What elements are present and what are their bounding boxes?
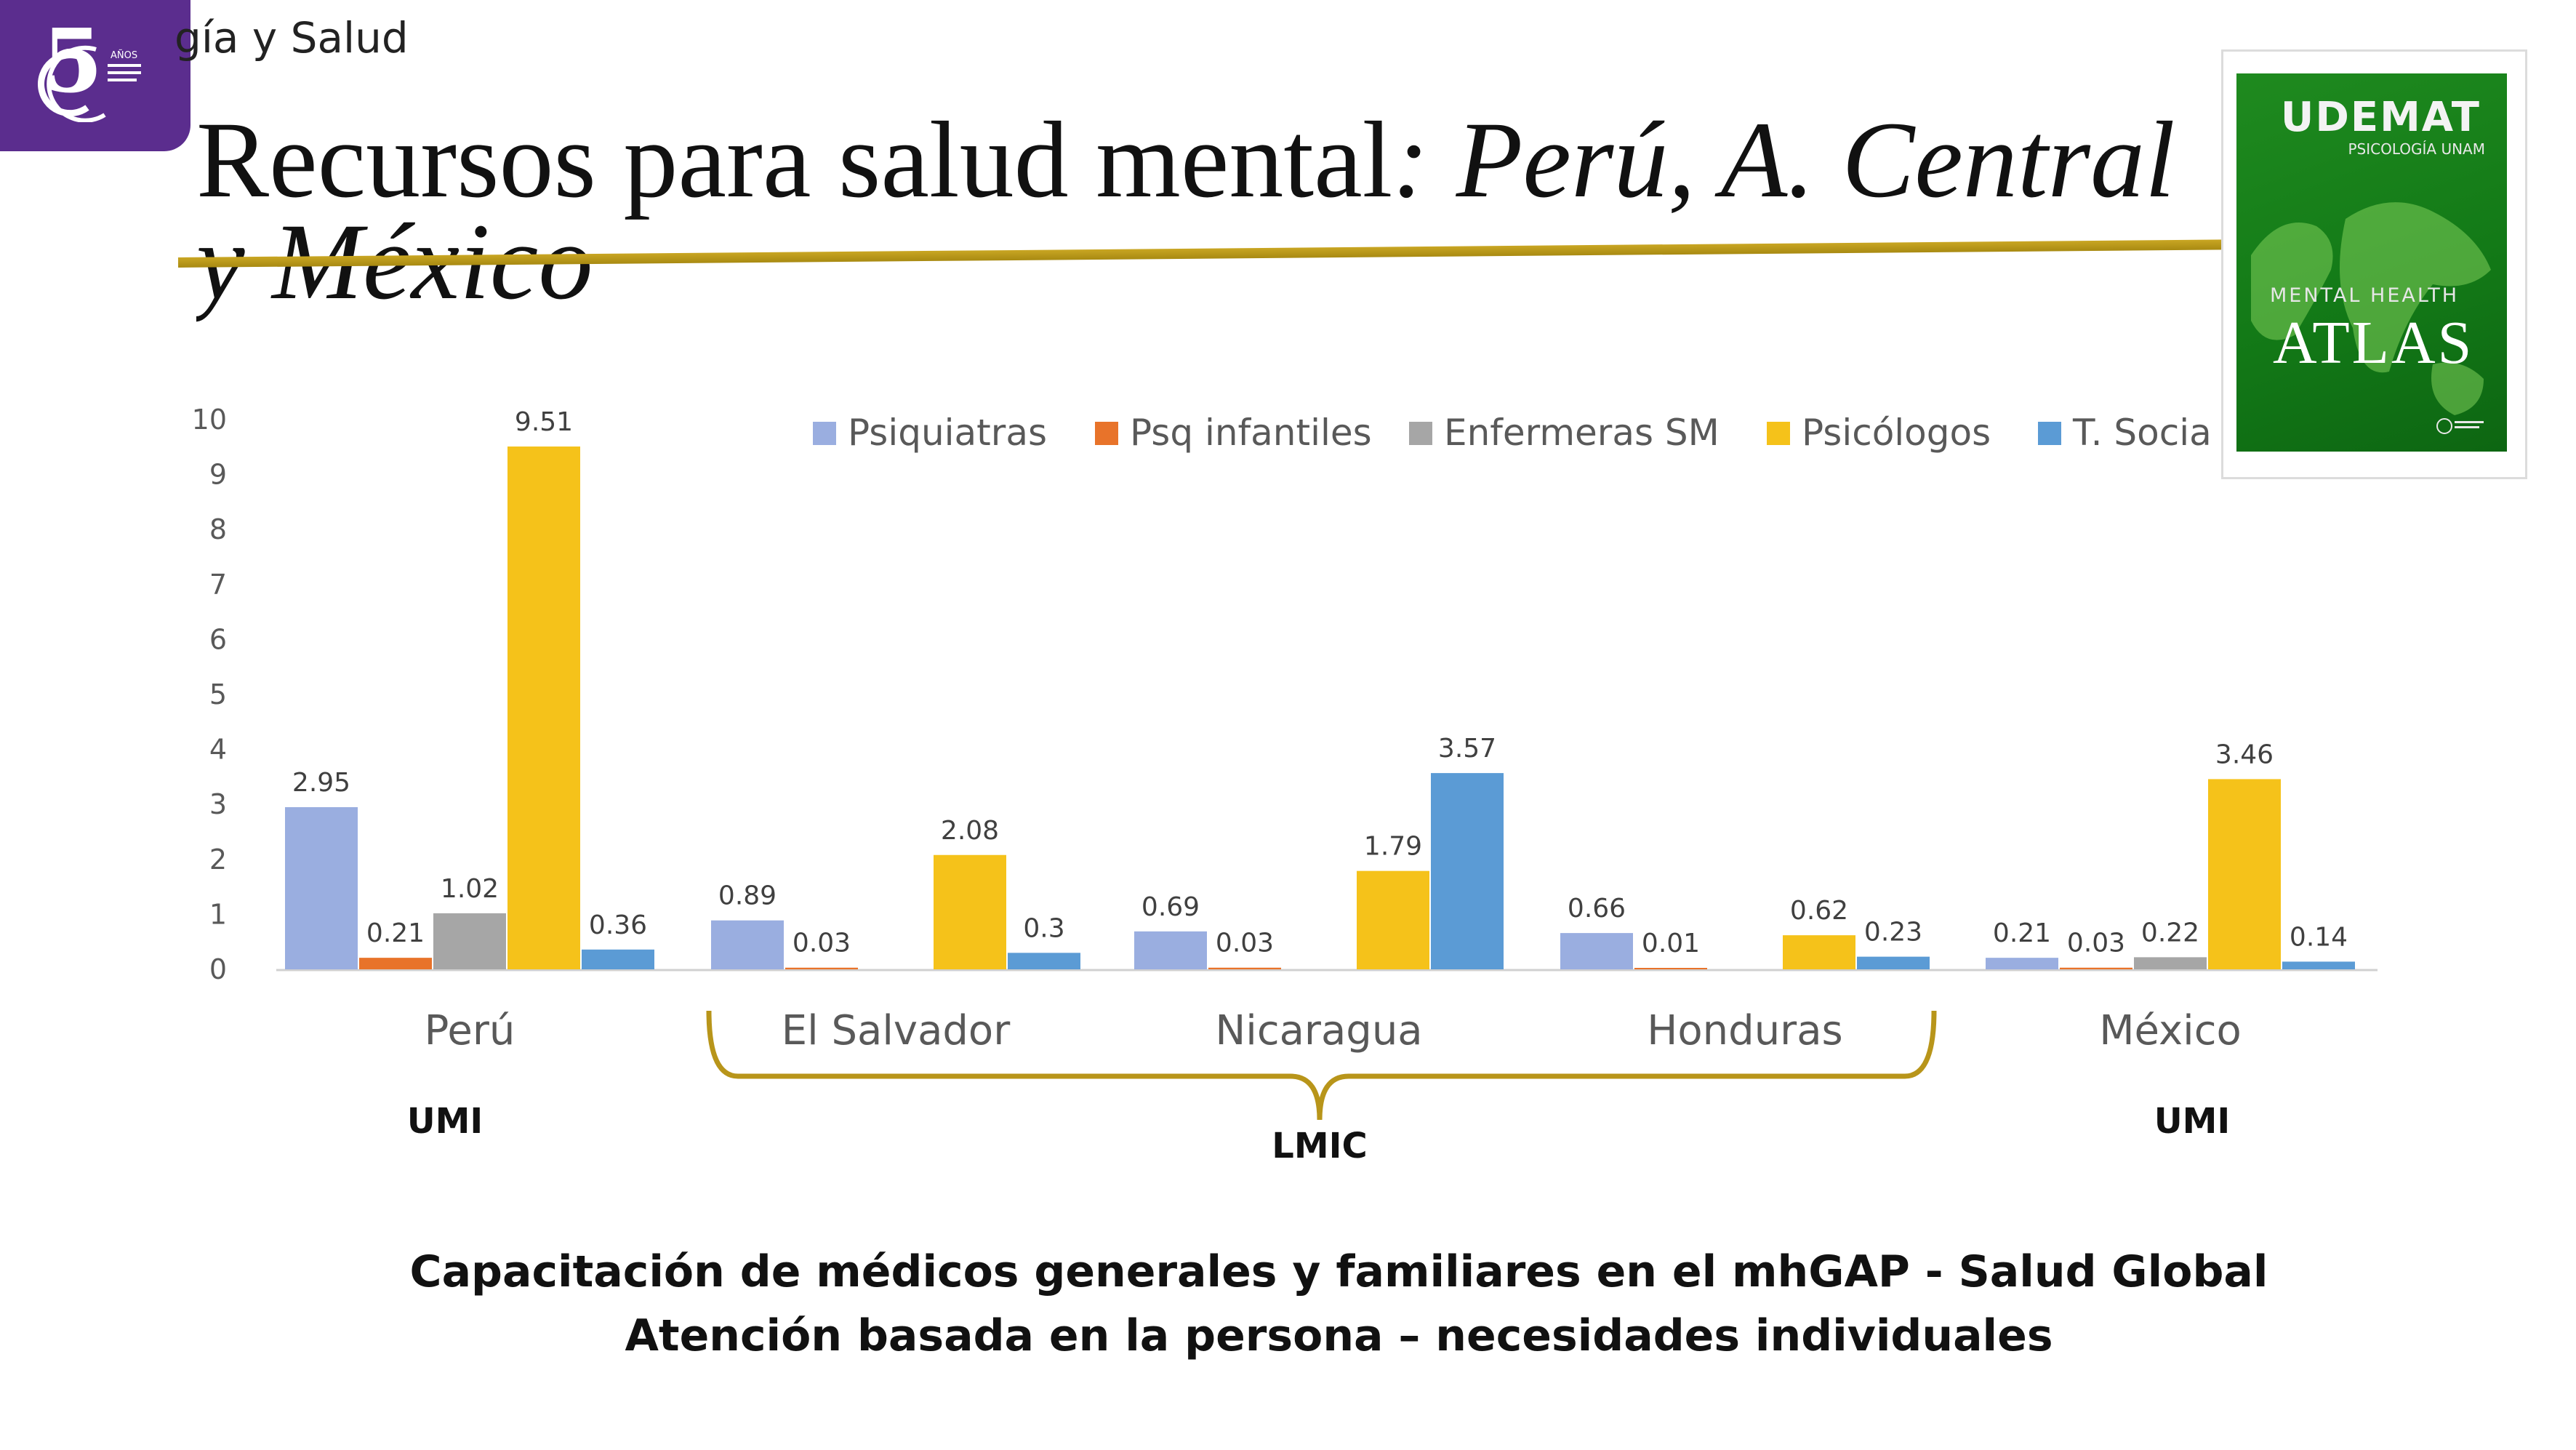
y-tick-label-0: 0 [209, 953, 227, 985]
legend-label-T. Social: T. Socia [2072, 412, 2212, 454]
bar-Nicaragua-Psiquiatras [1134, 931, 1207, 969]
chart-legend: Psiquiatras Psq infantiles Enfermeras SM Ps… [813, 412, 2212, 454]
data-label-Perú-Enfermeras SM: 1.02 [441, 874, 499, 904]
y-tick-label-4: 4 [209, 734, 227, 766]
bar-Perú-Psiquiatras [285, 806, 358, 969]
bar-Nicaragua-Psicólogos [1357, 870, 1429, 969]
mental-health-atlas-cover: UDEMAT PSICOLOGÍA UNAM 2017 MENTAL HEALT… [2221, 49, 2527, 479]
slide-title: Recursos para salud mental: Perú, A. Cen… [196, 109, 2232, 327]
title-italic: : Perú, A. Central y México [196, 109, 2175, 322]
y-tick-label-5: 5 [209, 678, 227, 710]
header-partial-text: gía y Salud [174, 13, 409, 63]
y-tick-label-6: 6 [209, 623, 227, 655]
legend-label-Psiquiatras: Psiquiatras [848, 412, 1047, 454]
title-plain: Recursos para salud mental [196, 109, 1393, 220]
bar-México-T. Social [2282, 961, 2355, 969]
data-label-México-Enfermeras SM: 0.22 [2141, 918, 2199, 948]
data-label-Honduras-T. Social: 0.23 [1864, 918, 1922, 948]
institution-logo: 5 AÑOS [0, 0, 190, 151]
footer-line-1: Capacitación de médicos generales y fami… [409, 1246, 2268, 1297]
bar-México-Psq infantiles [2060, 967, 2132, 969]
y-tick-label-2: 2 [209, 844, 227, 876]
x-axis-labels: Perú El Salvador Nicaragua Honduras México [425, 1007, 2242, 1054]
legend-swatch-Psq infantiles [1095, 422, 1118, 445]
bar-Honduras-Psicólogos [1783, 935, 1855, 969]
category-label-Perú: Perú [425, 1007, 515, 1054]
legend-swatch-Psiquiatras [813, 422, 836, 445]
bar-Perú-Enfermeras SM [433, 913, 506, 969]
bar-Nicaragua-Psq infantiles [1208, 967, 1281, 969]
data-labels: 2.95 0.21 1.02 9.51 0.36 0.89 0.03 2.08 0.3 0.69 0… [292, 407, 2348, 958]
bars [285, 446, 2355, 969]
group-label-umi-0: UMI [407, 1101, 483, 1142]
group-label-umi-2: UMI [2154, 1101, 2231, 1142]
bar-El Salvador-Psq infantiles [785, 967, 858, 969]
bar-Perú-Psicólogos [507, 446, 580, 969]
data-label-México-Psiquiatras: 0.21 [1993, 918, 2051, 948]
data-label-Perú-Psiquiatras: 2.95 [292, 768, 350, 798]
y-tick-label-10: 10 [192, 404, 227, 436]
bar-El Salvador-Psicólogos [934, 854, 1006, 969]
data-label-Perú-T. Social: 0.36 [589, 910, 647, 940]
atlas-subtitle: PSICOLOGÍA UNAM [2348, 140, 2485, 158]
data-label-Nicaragua-Psq infantiles: 0.03 [1216, 929, 1274, 958]
bar-Honduras-T. Social [1857, 956, 1930, 969]
atlas-cover-art: UDEMAT PSICOLOGÍA UNAM 2017 MENTAL HEALT… [2236, 73, 2507, 452]
bar-El Salvador-T. Social [1008, 953, 1080, 969]
bar-Honduras-Psiquiatras [1560, 933, 1633, 969]
legend-swatch-Enfermeras SM [1409, 422, 1432, 445]
legend-label-Psicólogos: Psicólogos [1802, 412, 1991, 454]
atlas-brand: UDEMAT [2280, 94, 2481, 141]
atlas-year: 2017 [2500, 161, 2507, 272]
data-label-El Salvador-Psicólogos: 2.08 [941, 816, 999, 846]
data-label-Perú-Psq infantiles: 0.21 [366, 918, 425, 948]
group-label-lmic-1: LMIC [1272, 1126, 1367, 1166]
world-map-icon [2251, 202, 2491, 415]
bar-Perú-Psq infantiles [359, 958, 432, 969]
legend-swatch-T. Social [2038, 422, 2061, 445]
who-logo-icon [2436, 418, 2484, 434]
category-label-Nicaragua: Nicaragua [1215, 1007, 1422, 1054]
bar-El Salvador-Psiquiatras [711, 920, 784, 969]
bar-Honduras-Psq infantiles [1634, 968, 1707, 969]
bar-Perú-T. Social [582, 949, 654, 969]
data-label-Honduras-Psq infantiles: 0.01 [1642, 929, 1700, 958]
svg-text:AÑOS: AÑOS [111, 49, 137, 61]
y-tick-label-3: 3 [209, 788, 227, 820]
legend-label-Enfermeras SM: Enfermeras SM [1444, 412, 1720, 454]
group-annotations: UMI LMIC UMI [407, 1010, 2231, 1166]
y-tick-label-8: 8 [209, 513, 227, 545]
legend-label-Psq infantiles: Psq infantiles [1130, 412, 1372, 454]
bar-Nicaragua-T. Social [1431, 773, 1504, 969]
data-label-Nicaragua-Psiquiatras: 0.69 [1141, 892, 1200, 922]
category-label-El Salvador: El Salvador [782, 1007, 1011, 1054]
fifty-years-logo-icon: 5 AÑOS [37, 13, 141, 122]
data-label-México-Psq infantiles: 0.03 [2067, 929, 2125, 958]
y-tick-label-9: 9 [209, 459, 227, 491]
data-label-El Salvador-Psiquiatras: 0.89 [718, 881, 777, 911]
bar-México-Psiquiatras [1986, 958, 2058, 969]
atlas-line2: ATLAS [2273, 309, 2474, 377]
footer-line-2: Atención basada en la persona – necesida… [625, 1310, 2053, 1361]
lmic-bracket [706, 1010, 1937, 1121]
y-tick-label-7: 7 [209, 569, 227, 601]
data-label-Honduras-Psicólogos: 0.62 [1790, 896, 1848, 926]
y-axis-labels: 0 1 2 3 4 5 6 7 8 9 10 [192, 404, 227, 985]
atlas-line1: MENTAL HEALTH [2270, 284, 2459, 307]
data-label-El Salvador-Psq infantiles: 0.03 [793, 929, 851, 958]
data-label-México-T. Social: 0.14 [2290, 922, 2348, 952]
y-tick-label-1: 1 [209, 898, 227, 930]
data-label-Honduras-Psiquiatras: 0.66 [1568, 894, 1626, 924]
data-label-México-Psicólogos: 3.46 [2215, 740, 2274, 769]
data-label-Nicaragua-T. Social: 3.57 [1438, 734, 1496, 764]
data-label-El Salvador-T. Social: 0.3 [1023, 913, 1064, 943]
legend-swatch-Psicólogos [1767, 422, 1790, 445]
category-label-Honduras: Honduras [1647, 1007, 1842, 1054]
bar-chart: 0 1 2 3 4 5 6 7 8 9 10 2.95 0.21 1.02 9.51 0.36 0.89 0.0… [192, 404, 2378, 1166]
category-label-México: México [2099, 1007, 2242, 1054]
bar-México-Psicólogos [2208, 779, 2281, 969]
data-label-Perú-Psicólogos: 9.51 [515, 407, 573, 437]
bar-México-Enfermeras SM [2134, 957, 2207, 969]
data-label-Nicaragua-Psicólogos: 1.79 [1364, 832, 1422, 862]
